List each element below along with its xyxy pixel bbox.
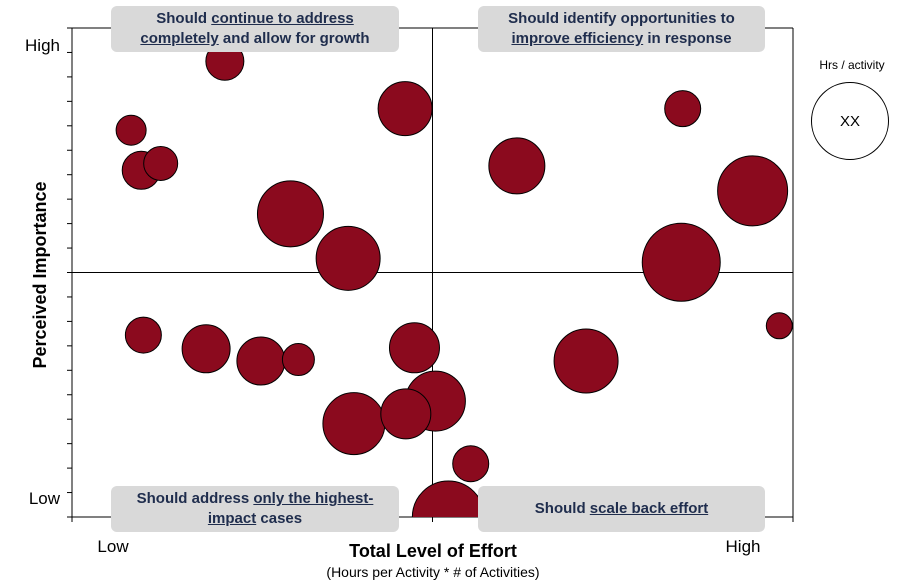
annotation-segment: cases [256,510,303,527]
annotation-emphasis: only the highest-impact [207,490,374,527]
bubble-point-22 [452,445,490,483]
annotation-bottom-right: Should scale back effort [478,486,765,532]
annotation-bottom-left: Should address only the highest-impact c… [111,486,399,532]
bubble-point-16 [281,343,315,377]
bubble-point-7 [315,225,381,291]
bubble-point-6 [377,81,433,137]
y-axis-ticks [67,27,72,518]
annotation-emphasis: improve efficiency [511,30,644,47]
annotation-text: Should scale back effort [535,499,708,519]
annotation-segment: in response [643,30,732,47]
annotation-segment: and allow for growth [218,30,370,47]
legend-sample-label: XX [839,112,860,130]
bubble-point-4 [143,145,179,181]
annotation-emphasis: scale back effort [589,500,709,517]
annotation-segment: Should [534,500,590,517]
x-tick-label-high: High [726,537,761,556]
bubble-point-17 [388,322,440,374]
legend-sample-bubble: XX [811,82,889,160]
annotation-text: Should continue to address completely an… [121,9,389,49]
legend-title: Hrs / activity [819,58,885,72]
bubble-series [115,41,793,517]
bubble-point-8 [488,137,546,195]
annotation-segment: Should identify opportunities to [508,10,735,27]
x-tick-label-low: Low [97,537,129,556]
annotation-emphasis: continue to address completely [140,10,354,47]
y-tick-label-low: Low [29,489,61,508]
bubble-point-21 [380,388,432,440]
y-axis-title: Perceived Importance [30,181,50,368]
bubble-point-12 [765,312,793,340]
annotation-segment: Should [156,10,212,27]
bubble-point-10 [717,155,789,227]
bubble-point-20 [322,392,386,456]
x-axis-title: Total Level of Effort [349,541,517,561]
bubble-point-13 [124,316,162,354]
x-axis-ticks [71,517,794,522]
bubble-point-23 [411,480,485,517]
annotation-text: Should address only the highest-impact c… [121,489,389,529]
x-axis-subtitle: (Hours per Activity * # of Activities) [326,564,539,580]
bubble-point-15 [236,336,286,386]
bubble-point-11 [641,222,721,302]
annotation-text: Should identify opportunities to improve… [488,9,755,49]
annotation-segment: Should address [136,490,254,507]
y-tick-label-high: High [25,36,60,55]
annotation-top-left: Should continue to address completely an… [111,6,399,52]
bubble-point-9 [664,90,702,128]
bubble-point-2 [115,114,147,146]
annotation-top-right: Should identify opportunities to improve… [478,6,765,52]
bubble-point-14 [181,324,231,374]
bubble-point-18 [553,328,619,394]
bubble-point-5 [256,180,324,248]
